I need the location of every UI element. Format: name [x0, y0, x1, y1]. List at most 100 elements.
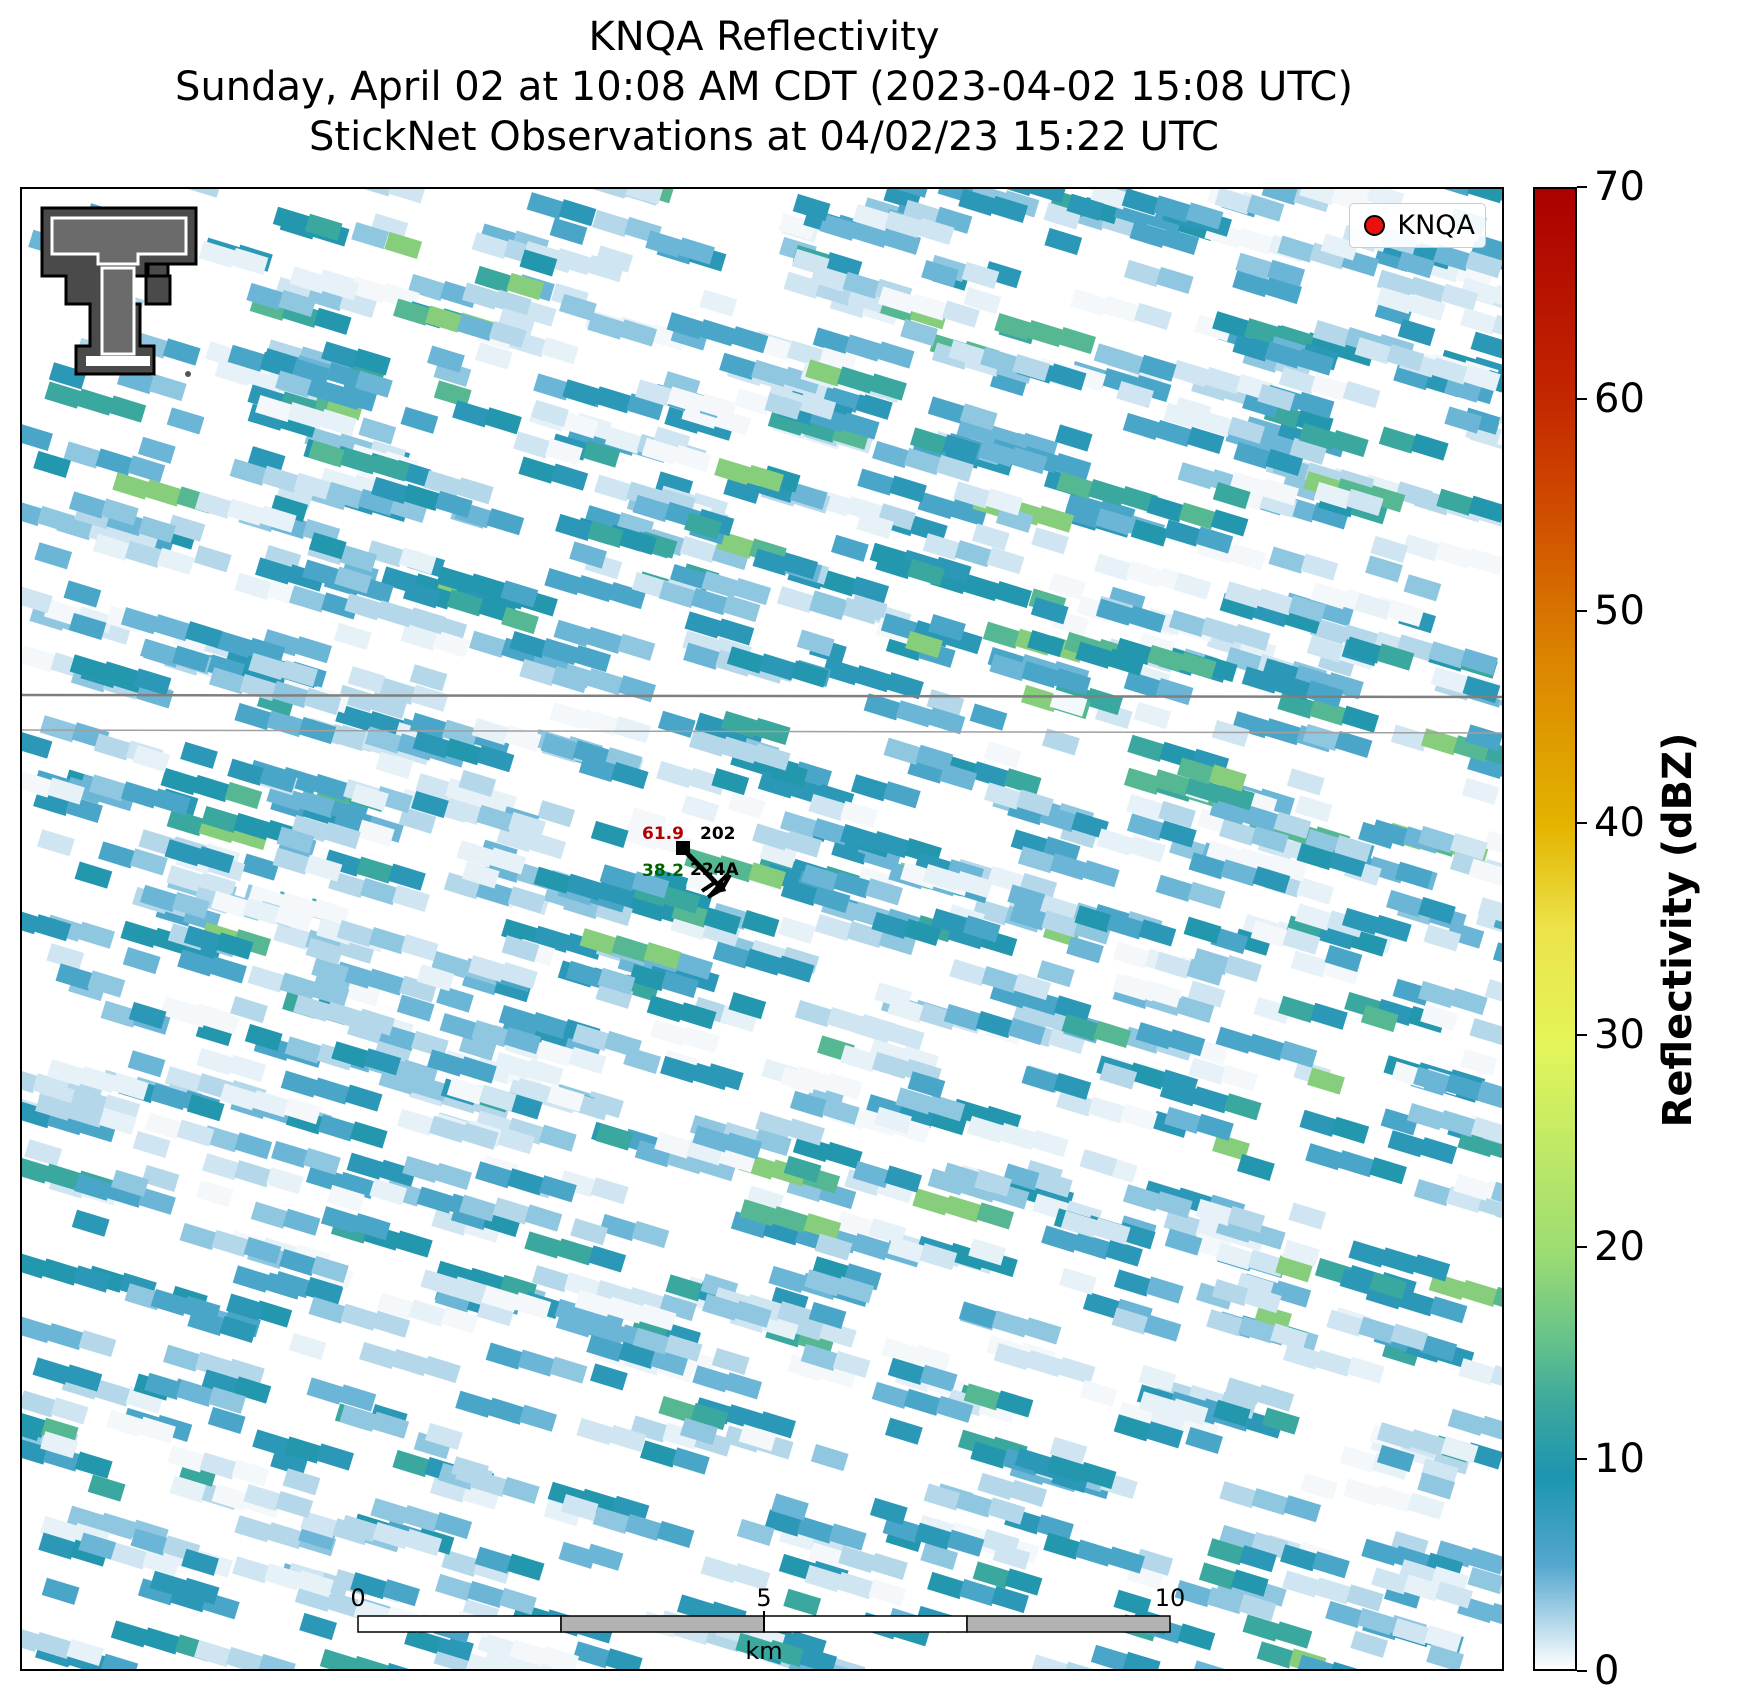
- reflectivity-cell: [912, 1188, 951, 1216]
- reflectivity-cell: [474, 265, 513, 294]
- reflectivity-cell: [1444, 406, 1483, 434]
- reflectivity-cell: [488, 320, 527, 348]
- reflectivity-cell: [201, 1369, 240, 1397]
- reflectivity-cell: [1120, 1103, 1158, 1131]
- reflectivity-cell: [1043, 1532, 1081, 1560]
- reflectivity-cell: [917, 492, 956, 520]
- reflectivity-cell: [1066, 193, 1105, 221]
- reflectivity-cell: [1394, 861, 1433, 889]
- map-legend: KNQA: [1349, 203, 1486, 248]
- scale-bar-label: 10: [1155, 1584, 1186, 1612]
- reflectivity-cell: [573, 645, 612, 673]
- reflectivity-cell: [492, 1197, 531, 1225]
- reflectivity-cell: [585, 626, 624, 654]
- colorbar-title: Reflectivity (dBZ): [1655, 732, 1701, 1128]
- reflectivity-cell: [735, 1632, 774, 1660]
- reflectivity-cell: [799, 1646, 838, 1669]
- reflectivity-cell: [618, 675, 656, 703]
- reflectivity-cell: [22, 645, 57, 673]
- reflectivity-cell: [787, 1118, 825, 1146]
- reflectivity-cell: [913, 1344, 951, 1372]
- reflectivity-cell: [1484, 979, 1502, 1007]
- reflectivity-cell: [234, 1160, 272, 1188]
- reflectivity-cell: [719, 1005, 758, 1033]
- reflectivity-cell: [1288, 595, 1326, 623]
- reflectivity-cell: [458, 769, 497, 797]
- reflectivity-cell: [1296, 1654, 1335, 1669]
- reflectivity-cell: [1123, 259, 1162, 287]
- reflectivity-cell: [323, 821, 361, 850]
- reflectivity-cell: [1418, 896, 1456, 925]
- reflectivity-cell: [1273, 673, 1312, 701]
- reflectivity-cell: [1376, 1444, 1415, 1473]
- reflectivity-cell: [974, 1169, 1012, 1197]
- reflectivity-cell: [1341, 705, 1380, 733]
- reflectivity-cell: [969, 703, 1008, 731]
- reflectivity-cell: [919, 1003, 957, 1031]
- reflectivity-cell: [250, 1201, 289, 1229]
- reflectivity-cell: [1315, 1349, 1353, 1377]
- reflectivity-cell: [1322, 957, 1361, 985]
- reflectivity-cell: [831, 534, 869, 562]
- reflectivity-cell: [887, 1236, 926, 1264]
- reflectivity-cell: [1460, 1279, 1499, 1307]
- reflectivity-cell: [1274, 1621, 1313, 1649]
- reflectivity-cell: [262, 629, 300, 657]
- reflectivity-cell: [69, 654, 108, 682]
- reflectivity-cell: [680, 1417, 718, 1445]
- reflectivity-cell: [1339, 1268, 1378, 1296]
- reflectivity-cell: [738, 1424, 777, 1452]
- reflectivity-cell: [396, 1108, 435, 1136]
- reflectivity-cell: [914, 1522, 953, 1550]
- reflectivity-cell: [828, 1523, 867, 1551]
- reflectivity-cell: [410, 684, 449, 712]
- reflectivity-cell: [1420, 1004, 1458, 1032]
- reflectivity-cell: [1177, 1623, 1216, 1651]
- reflectivity-cell: [194, 491, 233, 519]
- reflectivity-cell: [1410, 433, 1449, 461]
- reflectivity-cell: [1334, 730, 1373, 758]
- reflectivity-cell: [1306, 635, 1345, 663]
- reflectivity-cell: [884, 1165, 923, 1193]
- reflectivity-cell: [202, 1007, 240, 1035]
- reflectivity-cell: [686, 1138, 725, 1166]
- reflectivity-cell: [690, 588, 729, 616]
- reflectivity-cell: [582, 440, 621, 468]
- reflectivity-cell: [1479, 1415, 1502, 1443]
- reflectivity-cell: [840, 800, 878, 828]
- reflectivity-cell: [752, 743, 791, 771]
- reflectivity-cell: [353, 348, 391, 376]
- reflectivity-cell: [1294, 903, 1333, 931]
- reflectivity-cell: [843, 1263, 882, 1291]
- reflectivity-cell: [953, 481, 991, 509]
- reflectivity-cell: [137, 436, 176, 464]
- reflectivity-cell: [282, 1208, 321, 1236]
- reflectivity-cell: [425, 1422, 463, 1450]
- reflectivity-cell: [1286, 768, 1325, 796]
- reflectivity-cell: [1440, 1436, 1479, 1464]
- scale-bar-label: 0: [350, 1584, 365, 1612]
- reflectivity-cell: [351, 222, 389, 250]
- reflectivity-cell: [1161, 227, 1200, 255]
- reflectivity-cell: [1019, 872, 1058, 900]
- reflectivity-cell: [989, 369, 1028, 397]
- reflectivity-cell: [796, 1516, 835, 1544]
- reflectivity-cell: [658, 581, 697, 609]
- reflectivity-cell: [355, 370, 393, 398]
- reflectivity-cell: [410, 1074, 449, 1102]
- reflectivity-cell: [1302, 723, 1341, 751]
- reflectivity-cell: [392, 884, 430, 913]
- colorbar-tick-label: 20: [1594, 1224, 1645, 1270]
- reflectivity-cell: [1250, 1531, 1289, 1559]
- reflectivity-cell: [40, 1417, 79, 1445]
- reflectivity-cell: [1358, 821, 1396, 849]
- reflectivity-cell: [744, 948, 783, 976]
- reflectivity-cell: [1235, 252, 1274, 280]
- reflectivity-cell: [471, 1020, 510, 1048]
- radar-map[interactable]: 61.9 38.2 202 224A 0 5 10 km KNQA: [20, 187, 1504, 1671]
- reflectivity-cell: [452, 400, 490, 428]
- reflectivity-cell: [1373, 914, 1412, 942]
- reflectivity-cell: [1243, 1286, 1282, 1314]
- reflectivity-cell: [844, 334, 883, 362]
- reflectivity-cell: [887, 1357, 926, 1385]
